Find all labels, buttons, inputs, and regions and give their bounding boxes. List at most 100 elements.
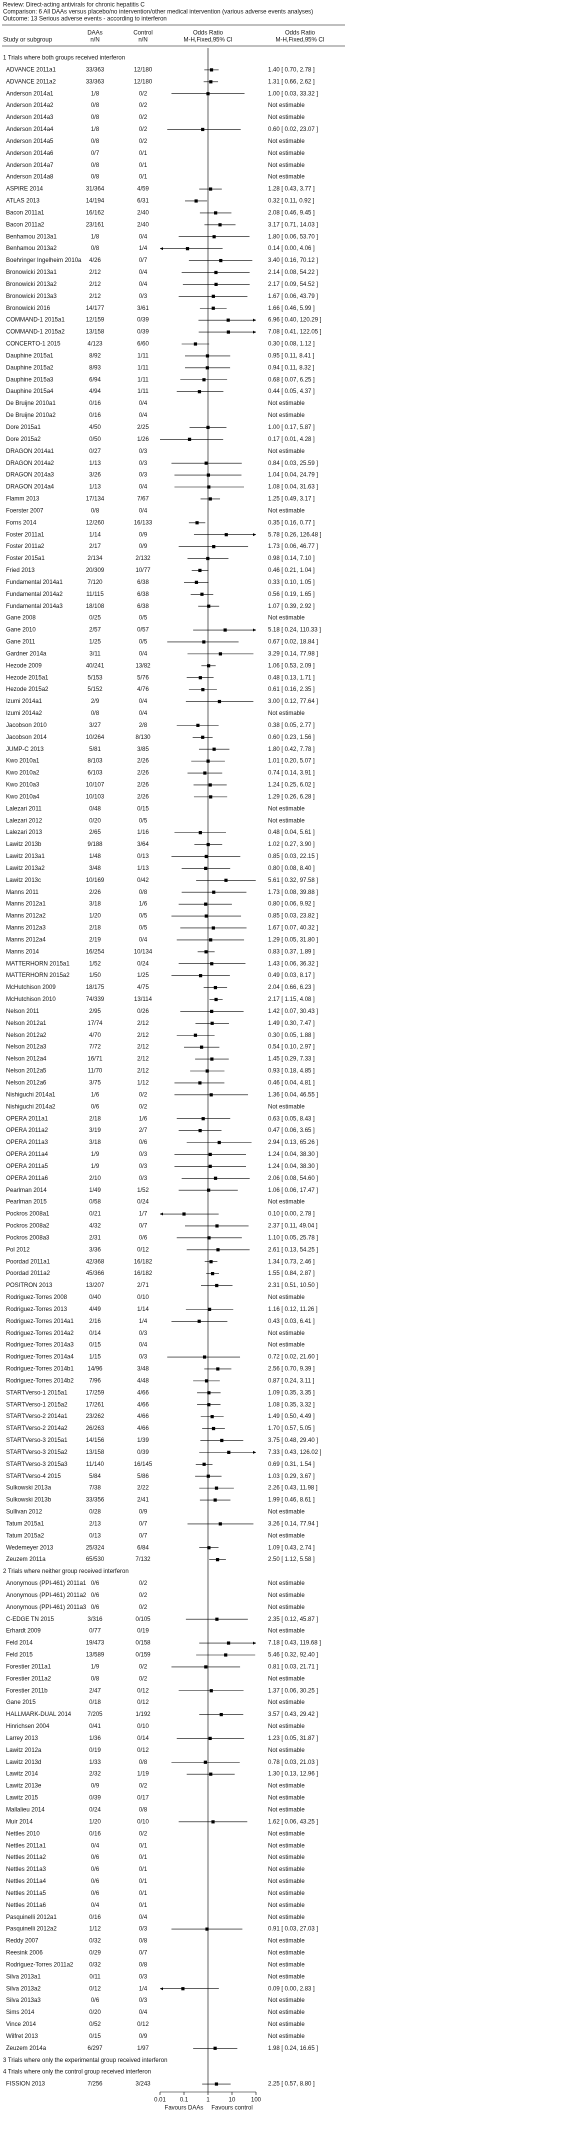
control-events: 0/12: [137, 1700, 149, 1706]
effect-label: 5.18 [ 0.24, 110.33 ]: [268, 628, 321, 634]
control-events: 13/114: [134, 997, 153, 1003]
daas-events: 1/36: [89, 1736, 101, 1742]
effect-label: 1.07 [ 0.39, 2.92 ]: [268, 604, 315, 610]
control-events: 0/2: [139, 1104, 148, 1110]
effect-label: 0.44 [ 0.05, 4.37 ]: [268, 389, 315, 395]
daas-events: 18/108: [86, 604, 105, 610]
effect-label: Not estimable: [268, 1676, 305, 1682]
study-name: Anderson 2014a5: [6, 139, 54, 145]
comparison: Comparison: 6 All DAAs versus placebo/no…: [3, 10, 313, 16]
effect-label: 2.04 [ 0.66, 6.23 ]: [268, 985, 315, 991]
daas-events: 1/20: [89, 914, 101, 920]
study-name: Rodriguez-Torres 2014a1: [6, 1319, 74, 1325]
daas-events: 10/103: [86, 794, 105, 800]
daas-events: 7/96: [89, 1378, 101, 1384]
point-estimate: [213, 985, 218, 990]
point-estimate: [204, 461, 208, 465]
control-events: 2/12: [137, 1069, 149, 1075]
point-estimate: [213, 2046, 217, 2050]
control-events: 2/132: [135, 556, 151, 562]
effect-label: 0.47 [ 0.06, 3.65 ]: [268, 1128, 315, 1134]
daas-events: 0/40: [89, 1295, 101, 1301]
effect-label: Not estimable: [268, 1962, 305, 1968]
control-events: 16/145: [134, 1462, 153, 1468]
effect-label: 0.69 [ 0.31, 1.54 ]: [268, 1462, 315, 1468]
control-events: 0/12: [137, 1247, 149, 1253]
study-name: Sullivan 2012: [6, 1510, 43, 1516]
study-name: Nettles 2011a2: [6, 1855, 47, 1861]
study-name: DRAGON 2014a4: [6, 485, 55, 491]
study-name: De Bruijne 2010a2: [6, 413, 56, 419]
point-estimate: [201, 127, 205, 132]
effect-label: 1.09 [ 0.35, 3.35 ]: [268, 1390, 315, 1396]
daas-events: 16/71: [87, 1057, 103, 1063]
effect-label: Not estimable: [268, 1724, 305, 1730]
daas-events: 2/12: [89, 270, 101, 276]
effect-label: 0.87 [ 0.24, 3.11 ]: [268, 1378, 315, 1384]
point-estimate: [201, 1117, 205, 1121]
study-name: Dauphine 2015a2: [6, 365, 54, 371]
point-estimate: [198, 568, 202, 573]
daas-events: 0/27: [89, 449, 101, 455]
study-name: Foerster 2007: [6, 508, 44, 514]
control-events: 0/2: [139, 1593, 148, 1599]
study-name: Fundamental 2014a1: [6, 580, 63, 586]
effect-label: 1.10 [ 0.05, 25.78 ]: [268, 1235, 318, 1241]
effect-label: Not estimable: [268, 1951, 305, 1957]
point-estimate: [212, 235, 216, 239]
study-name: OPERA 2011a5: [6, 1164, 49, 1170]
study-name: Manns 2014: [6, 949, 40, 955]
study-name: Hinrichsen 2004: [6, 1724, 50, 1730]
daas-events: 2/18: [89, 1116, 101, 1122]
effect-label: 0.30 [ 0.05, 1.88 ]: [268, 1033, 315, 1039]
study-name: Kwo 2010a3: [6, 783, 40, 789]
effect-label: 5.46 [ 0.32, 92.40 ]: [268, 1653, 318, 1659]
daas-events: 0/8: [91, 103, 100, 109]
study-name: Rodriguez-Torres 2011a2: [6, 1962, 74, 1968]
effect-label: 0.95 [ 0.11, 8.41 ]: [268, 353, 315, 359]
point-estimate: [209, 1093, 213, 1097]
study-name: Tatum 2015a1: [6, 1521, 45, 1527]
study-name: Forestier 2011a2: [6, 1676, 52, 1682]
effect-label: Not estimable: [268, 1998, 305, 2004]
daas-events: 74/339: [86, 997, 105, 1003]
control-events: 2/12: [137, 1057, 149, 1063]
effect-label: 1.06 [ 0.53, 2.09 ]: [268, 663, 315, 669]
control-events: 0/158: [135, 1641, 151, 1647]
study-name: Pasquinelli 2012a1: [6, 1915, 57, 1921]
control-events: 0/5: [139, 926, 148, 932]
study-name: Rodriguez-Torres 2008: [6, 1295, 68, 1301]
effect-label: 7.33 [ 0.43, 126.02 ]: [268, 1450, 322, 1456]
effect-label: 2.37 [ 0.11, 49.04 ]: [268, 1224, 318, 1230]
control-events: 0/9: [139, 2034, 148, 2040]
daas-events: 1/20: [89, 1819, 101, 1825]
effect-label: Not estimable: [268, 1796, 305, 1802]
control-events: 2/71: [137, 1283, 149, 1289]
favours-left: Favours DAAs: [165, 2106, 204, 2112]
effect-label: Not estimable: [268, 1784, 305, 1790]
control-events: 0/1: [139, 163, 148, 169]
daas-events: 1/9: [91, 1152, 100, 1158]
study-name: Izumi 2014a1: [6, 699, 43, 705]
effect-label: 1.06 [ 0.06, 17.47 ]: [268, 1188, 318, 1194]
control-events: 3/61: [137, 306, 149, 312]
study-name: McHutchison 2009: [6, 985, 56, 991]
effect-label: 0.83 [ 0.37, 1.89 ]: [268, 949, 315, 955]
effect-label: 0.93 [ 0.18, 4.85 ]: [268, 1069, 315, 1075]
study-name: Feld 2014: [6, 1641, 33, 1647]
daas-events: 7/120: [87, 580, 103, 586]
effect-label: 0.35 [ 0.16, 0.77 ]: [268, 520, 315, 526]
effect-label: 1.67 [ 0.07, 40.32 ]: [268, 926, 318, 932]
point-estimate: [187, 437, 192, 441]
study-name: Benhamou 2013a2: [6, 246, 57, 252]
daas-events: 3/75: [89, 1080, 101, 1086]
effect-label: 1.34 [ 0.73, 2.46 ]: [268, 1259, 315, 1265]
effect-label: Not estimable: [268, 1855, 305, 1861]
study-name: Dauphine 2015a4: [6, 389, 54, 395]
study-name: Nelson 2012a2: [6, 1033, 47, 1039]
point-estimate: [207, 1188, 211, 1192]
control-events: 0/159: [135, 1653, 151, 1659]
study-name: Wilfret 2013: [6, 2034, 39, 2040]
study-name: Reddy 2007: [6, 1939, 39, 1945]
